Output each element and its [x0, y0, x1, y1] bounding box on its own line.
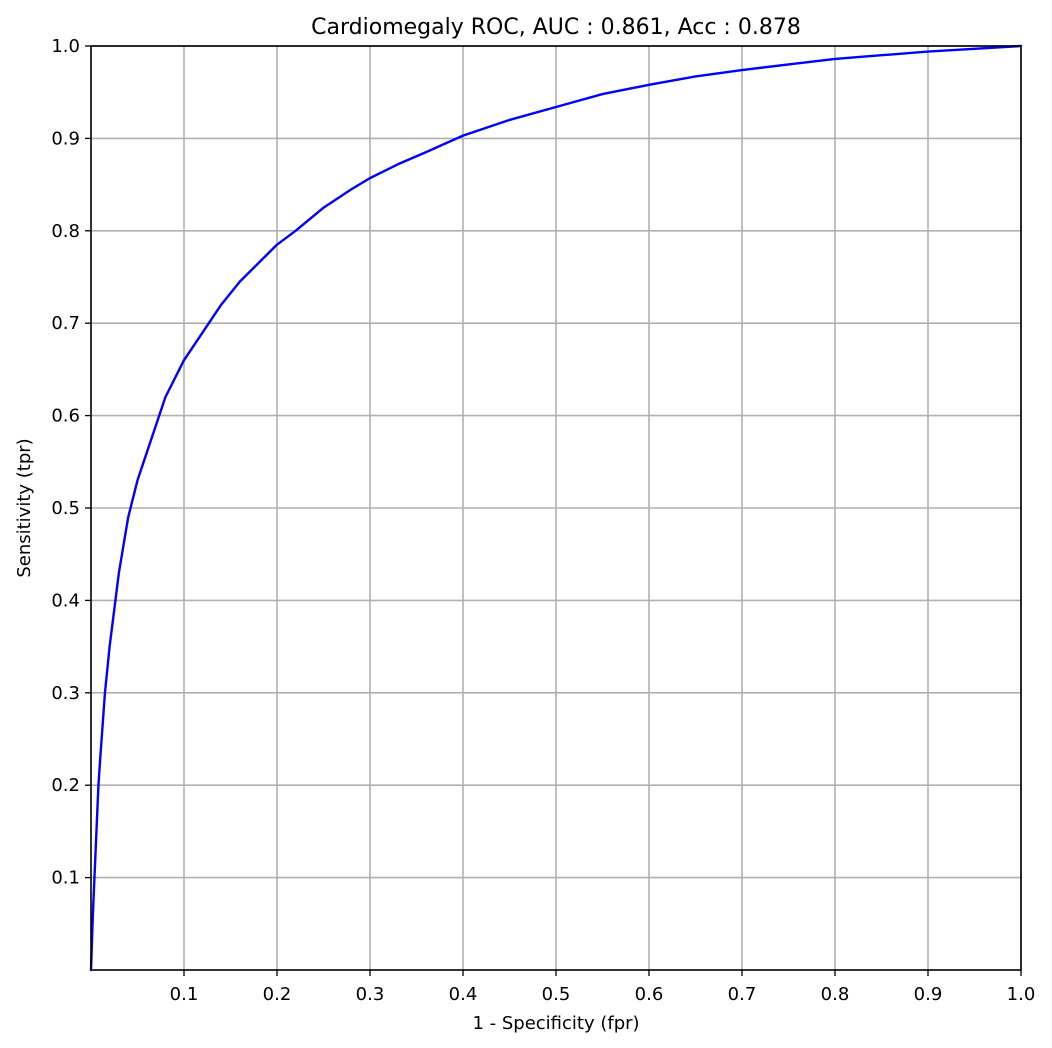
x-tick-label: 0.8 [821, 984, 850, 1005]
y-tick-label: 1.0 [51, 36, 80, 57]
x-tick-label: 0.4 [449, 984, 478, 1005]
grid [91, 45, 1022, 970]
x-tick-label: 0.9 [914, 984, 943, 1005]
x-tick-label: 1.0 [1007, 984, 1036, 1005]
x-tick-label: 0.5 [542, 984, 571, 1005]
x-tick-label: 0.3 [356, 984, 385, 1005]
y-tick-label: 0.2 [51, 775, 80, 796]
y-tick-label: 0.8 [51, 221, 80, 242]
series-layer [89, 44, 1023, 972]
y-tick-label: 0.7 [51, 313, 80, 334]
y-tick-label: 0.3 [51, 683, 80, 704]
x-axis-title: 1 - Specificity (fpr) [472, 1013, 639, 1034]
y-tick-label: 0.6 [51, 406, 80, 427]
y-tick-label: 0.4 [51, 590, 80, 611]
x-tick-label: 0.1 [170, 984, 199, 1005]
y-tick-label: 0.9 [51, 128, 80, 149]
chart-title: Cardiomegaly ROC, AUC : 0.861, Acc : 0.8… [311, 15, 801, 40]
tick-layer: 0.1 0.2 0.3 0.4 0.5 0.6 0.7 0.8 0.9 1.0 0.1 0.2 0.3 0… [51, 36, 1035, 1005]
y-tick-label: 0.5 [51, 498, 80, 519]
x-tick-label: 0.2 [263, 984, 292, 1005]
x-tick-label: 0.7 [728, 984, 757, 1005]
x-tick-label: 0.6 [635, 984, 664, 1005]
y-tick-label: 0.1 [51, 868, 80, 889]
roc-curve [89, 44, 1023, 972]
y-axis-title: Sensitivity (tpr) [14, 438, 35, 577]
